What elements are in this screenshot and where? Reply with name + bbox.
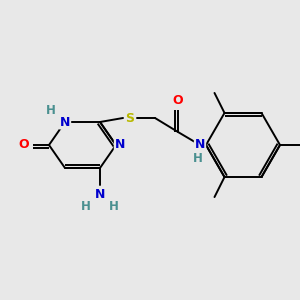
Text: H: H [81, 200, 91, 212]
Text: H: H [46, 104, 56, 118]
Text: O: O [173, 94, 183, 106]
Text: O: O [19, 139, 29, 152]
Text: S: S [125, 112, 134, 124]
Text: N: N [95, 188, 105, 200]
Text: N: N [195, 139, 205, 152]
Text: H: H [109, 200, 119, 212]
Text: H: H [193, 152, 203, 166]
Text: N: N [115, 139, 125, 152]
Text: N: N [60, 116, 70, 128]
